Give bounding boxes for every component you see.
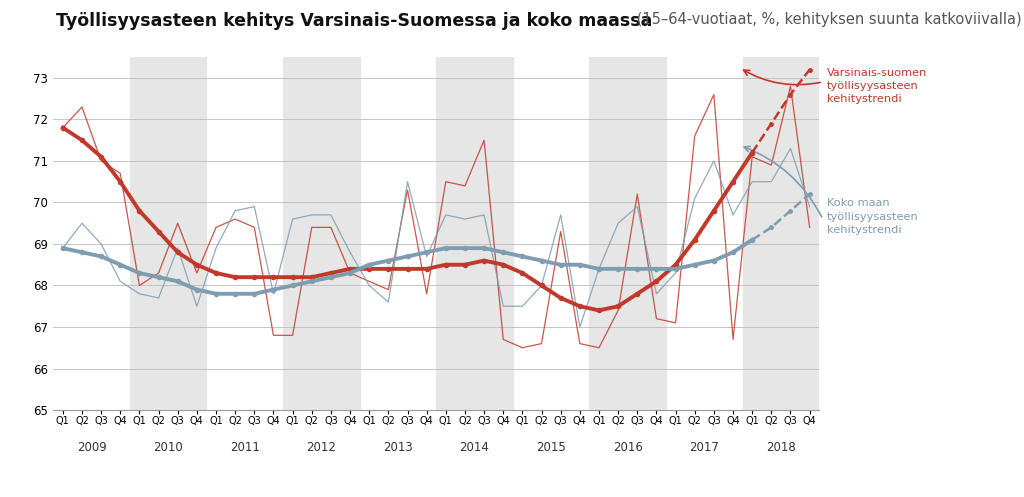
Text: (15–64-vuotiaat, %, kehityksen suunta katkoviivalla): (15–64-vuotiaat, %, kehityksen suunta ka…: [632, 12, 1021, 27]
Text: Varsinais-suomen
työllisyysasteen
kehitystrendi: Varsinais-suomen työllisyysasteen kehity…: [826, 68, 928, 104]
Bar: [283, 57, 359, 410]
Bar: [436, 57, 513, 410]
Text: 2015: 2015: [537, 440, 566, 454]
Text: 2011: 2011: [229, 440, 260, 454]
Bar: [130, 57, 207, 410]
Bar: [590, 57, 666, 410]
Text: 2012: 2012: [306, 440, 336, 454]
Text: 2018: 2018: [766, 440, 796, 454]
Text: 2014: 2014: [460, 440, 489, 454]
Text: 2009: 2009: [77, 440, 106, 454]
Text: 2010: 2010: [154, 440, 183, 454]
Text: Työllisyysasteen kehitys Varsinais-Suomessa ja koko maassa: Työllisyysasteen kehitys Varsinais-Suome…: [56, 12, 652, 30]
Text: 2017: 2017: [689, 440, 719, 454]
Bar: [742, 57, 819, 410]
Text: Koko maan
työllisyysasteen
kehitystrendi: Koko maan työllisyysasteen kehitystrendi: [826, 198, 919, 235]
Text: 2013: 2013: [383, 440, 413, 454]
Text: 2016: 2016: [612, 440, 643, 454]
